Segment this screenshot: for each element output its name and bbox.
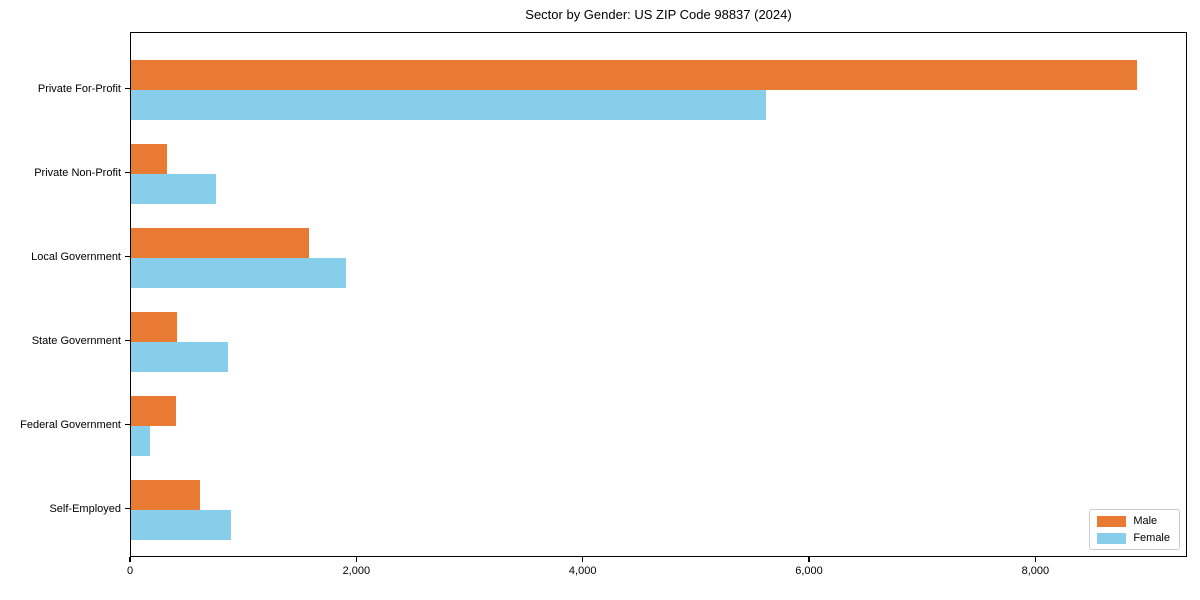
x-tick (808, 557, 810, 562)
male-swatch (1097, 515, 1127, 527)
x-tick (582, 557, 584, 562)
bar-male-self-employed (131, 479, 201, 510)
legend-label-female: Female (1133, 532, 1170, 544)
bar-male-state-government (131, 311, 178, 342)
x-tick-label: 2,000 (342, 565, 371, 577)
bar-male-private-non-profit (131, 143, 168, 174)
x-tick (129, 557, 131, 562)
chart-title: Sector by Gender: US ZIP Code 98837 (202… (525, 7, 792, 22)
x-tick (1034, 557, 1036, 562)
y-tick-label: Private For-Profit (37, 82, 121, 95)
bar-female-state-government (131, 341, 229, 372)
y-tick (125, 423, 130, 426)
y-tick (125, 339, 130, 342)
bar-male-private-for-profit (131, 59, 1138, 90)
x-tick (355, 557, 357, 562)
y-tick (125, 87, 130, 90)
bar-female-federal-government (131, 425, 151, 456)
x-tick-label: 4,000 (568, 565, 597, 577)
x-tick-label: 8,000 (1021, 565, 1050, 577)
x-tick-label: 0 (126, 565, 134, 577)
y-tick-label: State Government (31, 334, 121, 347)
bar-female-private-for-profit (131, 89, 766, 120)
y-tick (125, 171, 130, 174)
bar-male-local-government (131, 227, 309, 258)
female-swatch (1097, 532, 1127, 544)
plot-area: Male Female (130, 32, 1187, 557)
x-tick-label: 6,000 (795, 565, 823, 577)
y-tick (125, 507, 130, 510)
y-tick-label: Self-Employed (49, 502, 121, 515)
legend: Male Female (1089, 509, 1180, 550)
bar-female-self-employed (131, 509, 231, 540)
y-tick-label: Federal Government (20, 418, 121, 431)
bar-male-federal-government (131, 395, 177, 426)
y-tick-label: Private Non-Profit (34, 166, 121, 179)
legend-label-male: Male (1133, 515, 1158, 527)
legend-entry-male: Male (1097, 515, 1170, 527)
legend-entry-female: Female (1097, 532, 1170, 544)
bar-female-local-government (131, 257, 347, 288)
y-tick-label: Local Government (31, 250, 121, 263)
y-tick (125, 255, 130, 258)
bar-female-private-non-profit (131, 173, 216, 204)
